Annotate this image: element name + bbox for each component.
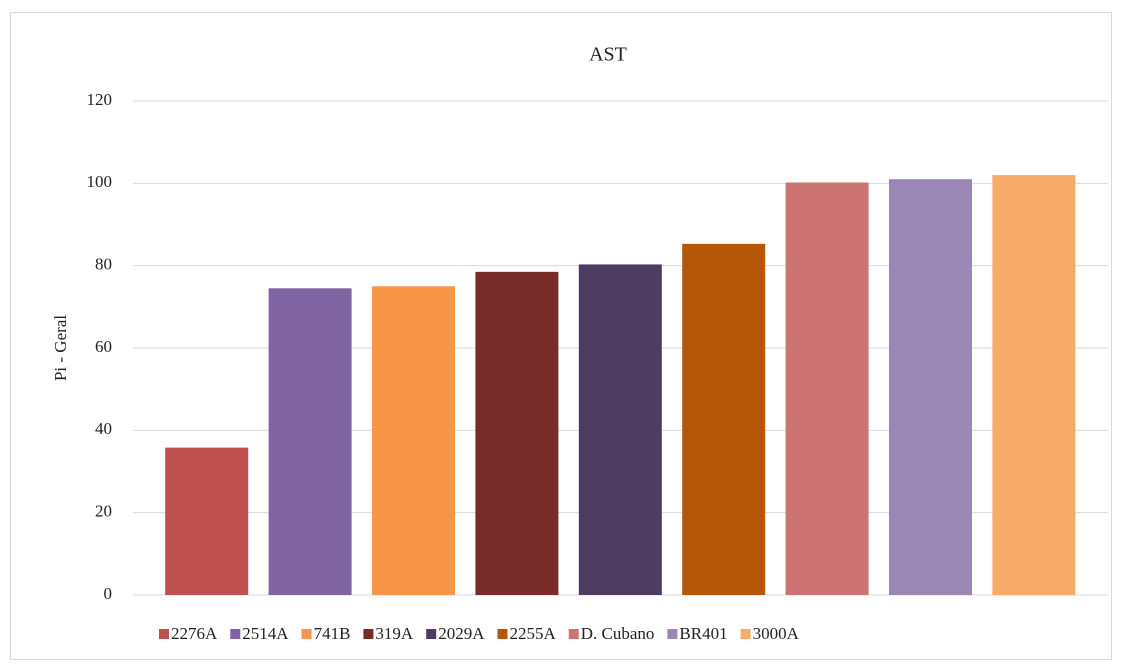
- bar: [268, 288, 352, 595]
- legend-label: D. Cubano: [581, 624, 655, 643]
- legend-swatch: [363, 629, 374, 639]
- chart-title: AST: [589, 44, 627, 66]
- legend-label: 319A: [375, 624, 414, 643]
- legend-swatch: [497, 629, 508, 639]
- y-tick-label: 0: [104, 584, 113, 603]
- bar: [372, 286, 455, 595]
- legend-swatch: [159, 629, 169, 639]
- y-tick-label: 60: [95, 337, 112, 356]
- bar: [475, 271, 559, 595]
- legend-label: 2029A: [438, 624, 485, 643]
- legend-label: 3000A: [753, 624, 800, 643]
- legend-label: 2276A: [171, 624, 218, 643]
- legend-swatch: [301, 629, 312, 639]
- bar: [785, 182, 869, 595]
- legend-label: 2255A: [509, 624, 556, 643]
- bar: [682, 243, 766, 595]
- bar: [889, 179, 972, 595]
- legend-label: 741B: [314, 624, 351, 643]
- legend-swatch: [568, 629, 579, 639]
- y-axis-label: Pi - Geral: [51, 315, 70, 381]
- bar: [578, 264, 662, 595]
- legend-swatch: [426, 629, 437, 639]
- y-tick-label: 40: [95, 419, 112, 438]
- legend-label: BR401: [679, 624, 727, 643]
- legend-swatch: [740, 629, 751, 639]
- y-tick-label: 100: [87, 172, 113, 191]
- legend-label: 2514A: [242, 624, 289, 643]
- bar: [165, 447, 249, 595]
- y-tick-label: 20: [95, 502, 112, 521]
- y-tick-label: 80: [95, 255, 112, 274]
- legend-swatch: [667, 629, 678, 639]
- y-tick-label: 120: [87, 90, 113, 109]
- legend-swatch: [230, 629, 241, 639]
- bar: [992, 175, 1076, 595]
